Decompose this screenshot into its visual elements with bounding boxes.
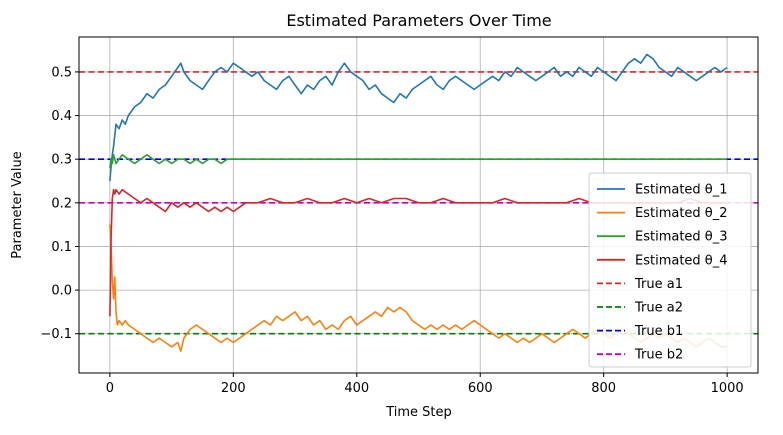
legend-label-1: Estimated θ_2 — [635, 206, 728, 221]
legend-label-7: True b2 — [634, 348, 683, 363]
y-tick-label: 0.4 — [51, 109, 72, 124]
x-tick-label: 200 — [221, 381, 246, 396]
legend-label-2: Estimated θ_3 — [635, 230, 728, 245]
y-tick-label: 0.1 — [51, 240, 72, 255]
legend-label-3: Estimated θ_4 — [635, 253, 728, 268]
legend-label-6: True b1 — [634, 324, 683, 339]
x-tick-label: 800 — [591, 381, 616, 396]
y-axis-ticks: −0.1 0.0 0.1 0.2 0.3 0.4 0.5 — [40, 65, 79, 342]
series-line-0 — [109, 53, 728, 182]
legend-label-4: True a1 — [634, 277, 683, 292]
y-tick-label: −0.1 — [40, 327, 72, 342]
x-tick-label: 400 — [344, 381, 369, 396]
x-axis-ticks: 0 200 400 600 800 1000 — [106, 373, 744, 396]
y-tick-label: 0.3 — [51, 153, 72, 168]
x-tick-label: 600 — [468, 381, 493, 396]
legend-box — [588, 172, 752, 368]
y-tick-label: 0.0 — [51, 284, 72, 299]
plot-frame — [78, 36, 759, 374]
x-tick-label: 1000 — [711, 381, 744, 396]
series-line-2 — [109, 154, 728, 169]
legend-label-0: Estimated θ_1 — [635, 183, 728, 198]
x-tick-label: 0 — [106, 381, 114, 396]
y-tick-label: 0.5 — [51, 65, 72, 80]
x-axis-label: Time Step — [385, 405, 452, 420]
y-tick-label: 0.2 — [51, 196, 72, 211]
y-axis-label: Parameter Value — [10, 151, 25, 258]
legend-label-5: True a2 — [634, 301, 683, 316]
chart-title: Estimated Parameters Over Time — [286, 11, 551, 30]
legend: Estimated θ_1 Estimated θ_2 Estimated θ_3 E… — [588, 172, 752, 368]
